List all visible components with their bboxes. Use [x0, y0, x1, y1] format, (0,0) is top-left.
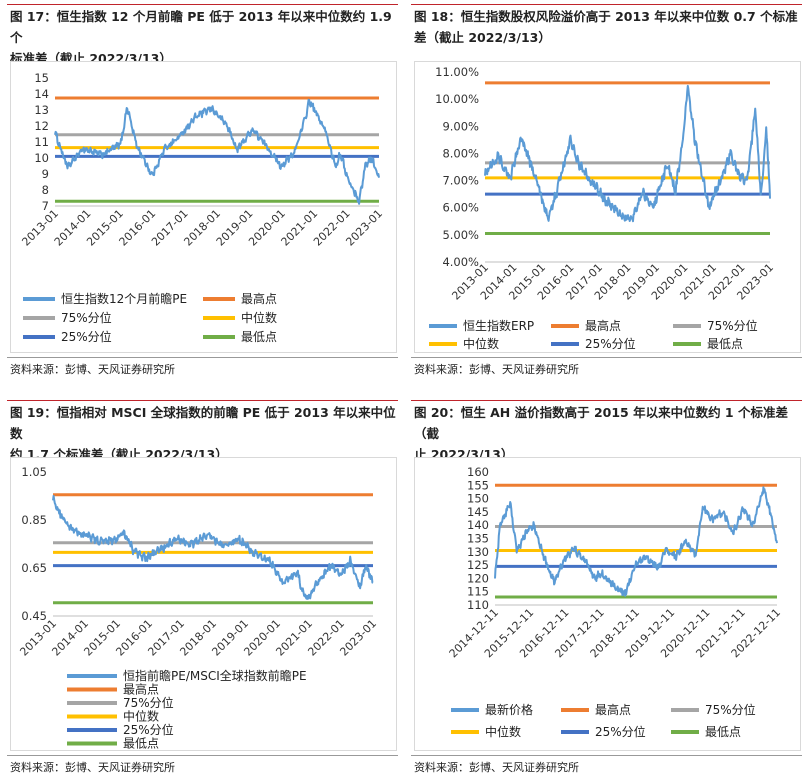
legend-label: 中位数 — [485, 724, 521, 739]
chart-title-17: 图 17：恒生指数 12 个月前瞻 PE 低于 2013 年以来中位数约 1.9… — [10, 6, 400, 69]
y-tick-label: 7.00% — [442, 174, 479, 188]
legend-label: 最高点 — [241, 291, 277, 306]
y-tick-label: 13 — [34, 103, 49, 117]
y-tick-label: 130 — [467, 545, 489, 559]
legend-label: 最低点 — [123, 737, 159, 751]
title-line: 差（截止 2022/3/13） — [414, 30, 551, 45]
title-line: 图 20：恒生 AH 溢价指数高于 2015 年以来中位数约 1 个标准差（截 — [414, 405, 788, 441]
legend-label: 25%分位 — [595, 724, 646, 739]
source-note: 资料来源：彭博、天风证券研究所 — [414, 363, 579, 376]
y-tick-label: 5.00% — [442, 228, 479, 242]
y-tick-label: 0.65 — [21, 561, 47, 575]
source-note: 资料来源：彭博、天风证券研究所 — [414, 761, 579, 774]
series-line — [484, 84, 771, 223]
y-tick-label: 10.00% — [435, 92, 479, 106]
y-tick-label: 0.85 — [21, 513, 47, 527]
y-tick-label: 140 — [467, 518, 489, 532]
series-line — [54, 98, 380, 205]
legend-label: 最高点 — [123, 682, 159, 697]
y-tick-label: 120 — [467, 571, 489, 585]
chart-title-19: 图 19：恒指相对 MSCI 全球指数的前瞻 PE 低于 2013 年以来中位数… — [10, 402, 402, 465]
legend-label: 恒生指数12个月前瞻PE — [61, 291, 187, 306]
chart-17-svg: 1514131211109872013-012014-012015-012016… — [19, 71, 385, 344]
y-tick-label: 150 — [467, 492, 489, 506]
y-tick-label: 11.00% — [435, 65, 479, 79]
y-tick-label: 8 — [42, 183, 49, 197]
legend-label: 75%分位 — [123, 695, 174, 710]
y-tick-label: 115 — [467, 585, 489, 599]
y-tick-label: 110 — [467, 598, 489, 612]
series-line — [52, 494, 374, 600]
y-tick-label: 8.00% — [442, 146, 479, 160]
legend-label: 75%分位 — [707, 318, 758, 333]
y-tick-label: 15 — [34, 71, 49, 85]
chart-18-svg: 11.00% 10.00% 9.00% 8.00% 7.00% 6.00% 5.00% 4.0… — [429, 65, 776, 351]
y-tick-label: 10 — [34, 151, 49, 165]
y-tick-label: 4.00% — [442, 255, 479, 269]
legend-label: 最高点 — [595, 702, 631, 717]
y-tick-label: 1.05 — [21, 465, 47, 479]
y-tick-label: 135 — [467, 532, 489, 546]
y-tick-label: 9.00% — [442, 119, 479, 133]
legend-label: 恒生指数ERP — [463, 318, 534, 333]
legend-label: 最新价格 — [485, 702, 533, 717]
title-line: 图 19：恒指相对 MSCI 全球指数的前瞻 PE 低于 2013 年以来中位数 — [10, 405, 396, 441]
y-tick-label: 0.45 — [21, 609, 47, 623]
legend-label: 25%分位 — [123, 722, 174, 737]
y-tick-label: 145 — [467, 505, 489, 519]
chart-title-18: 图 18：恒生指数股权风险溢价高于 2013 年以来中位数 0.7 个标准 差（… — [414, 6, 806, 48]
chart-20-svg: 1601551501451401351301251201151102014-12… — [447, 465, 783, 739]
y-tick-label: 14 — [34, 87, 49, 101]
legend-label: 最低点 — [707, 337, 743, 351]
y-tick-label: 6.00% — [442, 201, 479, 215]
legend-label: 恒指前瞻PE/MSCI全球指数前瞻PE — [123, 668, 307, 683]
legend-label: 25%分位 — [61, 329, 112, 344]
legend-label: 中位数 — [241, 310, 277, 325]
y-tick-label: 160 — [467, 465, 489, 479]
y-tick-label: 12 — [34, 119, 49, 133]
title-line: 图 18：恒生指数股权风险溢价高于 2013 年以来中位数 0.7 个标准 — [414, 9, 798, 24]
y-tick-label: 155 — [467, 478, 489, 492]
legend-label: 最高点 — [585, 318, 621, 333]
legend-label: 75%分位 — [705, 702, 756, 717]
legend-label: 25%分位 — [585, 336, 636, 351]
source-note: 资料来源：彭博、天风证券研究所 — [10, 761, 175, 774]
legend-label: 75%分位 — [61, 310, 112, 325]
chart-title-20: 图 20：恒生 AH 溢价指数高于 2015 年以来中位数约 1 个标准差（截 … — [414, 402, 806, 465]
series-line — [494, 486, 778, 597]
y-tick-label: 9 — [42, 167, 49, 181]
legend-label: 中位数 — [123, 709, 159, 724]
chart-19-svg: 1.050.850.650.452013-012014-012015-01201… — [17, 465, 379, 751]
legend-label: 中位数 — [463, 336, 499, 351]
y-tick-label: 11 — [34, 135, 49, 149]
legend-label: 最低点 — [705, 725, 741, 739]
legend-label: 最低点 — [241, 330, 277, 344]
source-note: 资料来源：彭博、天风证券研究所 — [10, 363, 175, 376]
title-line: 图 17：恒生指数 12 个月前瞻 PE 低于 2013 年以来中位数约 1.9… — [10, 9, 392, 45]
y-tick-label: 125 — [467, 558, 489, 572]
y-tick-label: 7 — [42, 199, 49, 213]
